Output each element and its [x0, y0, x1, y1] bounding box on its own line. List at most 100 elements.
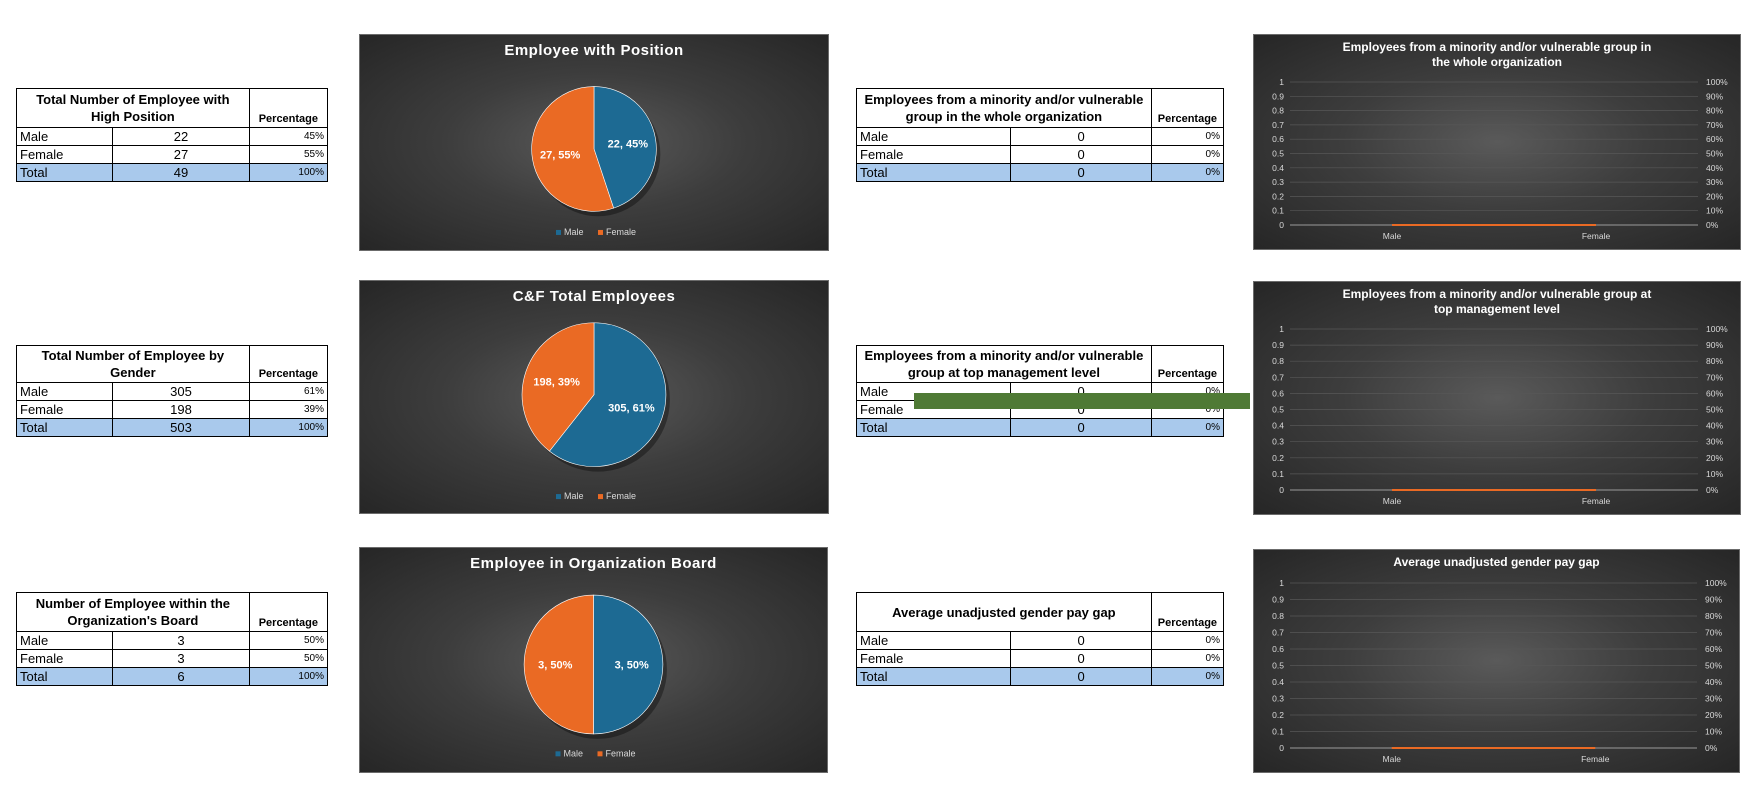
- y-tick-label: 0.3: [1272, 694, 1284, 704]
- y-tick-label: 0.5: [1272, 661, 1284, 671]
- y2-tick-label: 0%: [1706, 485, 1719, 495]
- y-tick-label: 0.9: [1272, 340, 1284, 350]
- y2-tick-label: 40%: [1706, 421, 1723, 431]
- legend-swatch: [556, 229, 561, 235]
- y2-tick-label: 20%: [1706, 453, 1723, 463]
- x-tick-label: Male: [1383, 754, 1402, 764]
- row-label: Total: [15, 667, 114, 686]
- chart-title-line: the whole organization: [1432, 55, 1562, 69]
- row-value: 27: [112, 145, 250, 164]
- pie-slice-female: [523, 594, 594, 735]
- legend-swatch: [555, 751, 561, 757]
- row-value: 0: [1010, 127, 1152, 146]
- chart-svg: Employee in Organization Board 3, 50% 3, 5…: [470, 555, 717, 758]
- row-label: Female: [855, 649, 1012, 668]
- y-tick-label: 0.2: [1272, 191, 1284, 201]
- chart-svg: Employees from a minority and/or vulnera…: [1272, 287, 1728, 506]
- percentage-header: Percentage: [248, 592, 329, 632]
- y2-tick-label: 100%: [1706, 324, 1728, 334]
- row-pct: 50%: [248, 649, 329, 668]
- row-pct: 50%: [248, 631, 329, 650]
- y-tick-label: 1: [1279, 77, 1284, 87]
- x-tick-label: Male: [1383, 231, 1402, 241]
- row-label: Female: [15, 649, 114, 668]
- percentage-header: Percentage: [248, 345, 329, 383]
- row-label: Male: [15, 127, 114, 146]
- row-value: 22: [112, 127, 250, 146]
- legend-swatch: [597, 751, 603, 757]
- y-tick-label: 0.5: [1272, 405, 1284, 415]
- legend-label: Female: [606, 491, 636, 501]
- y2-tick-label: 90%: [1706, 91, 1723, 101]
- y2-tick-label: 100%: [1706, 77, 1728, 87]
- row-pct: 0%: [1150, 418, 1225, 437]
- y-tick-label: 0.9: [1272, 91, 1284, 101]
- y2-tick-label: 60%: [1706, 134, 1723, 144]
- row-label: Female: [855, 145, 1012, 164]
- chart-title-line: top management level: [1434, 302, 1560, 316]
- data-label: 22, 45%: [608, 138, 649, 150]
- chart-title: Average unadjusted gender pay gap: [1393, 555, 1599, 569]
- y2-tick-label: 80%: [1705, 611, 1722, 621]
- y2-tick-label: 0%: [1706, 220, 1719, 230]
- y2-tick-label: 30%: [1706, 177, 1723, 187]
- data-label: 305, 61%: [608, 403, 655, 415]
- chart-minority-organization: Employees from a minority and/or vulnera…: [1253, 34, 1741, 250]
- row-pct: 100%: [248, 667, 329, 686]
- row-pct: 0%: [1150, 163, 1225, 182]
- legend-swatch: [598, 494, 603, 500]
- legend-label: Male: [564, 748, 584, 758]
- y2-tick-label: 10%: [1705, 727, 1722, 737]
- chart-employee-with-position: Employee with Position 22, 45% 27, 55% Male…: [359, 34, 829, 251]
- y-tick-label: 0.4: [1272, 421, 1284, 431]
- selection-marker: [914, 393, 1250, 409]
- row-value: 0: [1010, 649, 1152, 668]
- legend-swatch: [556, 494, 561, 500]
- row-pct: 45%: [248, 127, 329, 146]
- y-tick-label: 0.2: [1272, 710, 1284, 720]
- y2-tick-label: 60%: [1705, 644, 1722, 654]
- y-tick-label: 0.8: [1272, 611, 1284, 621]
- row-value: 3: [112, 649, 250, 668]
- y2-tick-label: 70%: [1706, 372, 1723, 382]
- row-pct: 39%: [248, 400, 329, 419]
- row-pct: 0%: [1150, 145, 1225, 164]
- chart-title-line: Employees from a minority and/or vulnera…: [1343, 287, 1652, 301]
- pie-slice-male: [593, 594, 664, 735]
- y2-tick-label: 20%: [1706, 191, 1723, 201]
- table-title: Total Number of Employee with High Posit…: [16, 88, 250, 128]
- row-value: 0: [1010, 631, 1152, 650]
- row-pct: 0%: [1150, 667, 1225, 686]
- y2-tick-label: 0%: [1705, 743, 1718, 753]
- y-tick-label: 0.7: [1272, 372, 1284, 382]
- table-pay-gap: Average unadjusted gender pay gap Percen…: [855, 592, 1225, 686]
- pie-slice-male: [593, 86, 657, 209]
- y-tick-label: 0.5: [1272, 149, 1284, 159]
- chart-title: Employee with Position: [504, 42, 683, 59]
- pie-slice-female: [531, 86, 615, 212]
- table-gender: Total Number of Employee by Gender Perce…: [15, 345, 329, 437]
- y-tick-label: 0.3: [1272, 437, 1284, 447]
- chart-pay-gap: Average unadjusted gender pay gap 0 0% 0.1 1…: [1253, 549, 1740, 773]
- row-label: Male: [855, 127, 1012, 146]
- x-tick-label: Female: [1582, 231, 1611, 241]
- chart-cf-total-employees: C&F Total Employees 305, 61% 198, 39% Male F…: [359, 280, 829, 514]
- chart-title: Employee in Organization Board: [470, 555, 717, 572]
- legend-swatch: [598, 229, 603, 235]
- y-tick-label: 0.1: [1272, 206, 1284, 216]
- row-value: 198: [112, 400, 250, 419]
- percentage-header: Percentage: [1150, 592, 1225, 632]
- y-tick-label: 1: [1279, 324, 1284, 334]
- data-label: 3, 50%: [538, 659, 572, 671]
- y-tick-label: 0: [1279, 743, 1284, 753]
- y2-tick-label: 60%: [1706, 388, 1723, 398]
- pie-slice-male: [549, 322, 667, 467]
- y-tick-label: 0.6: [1272, 644, 1284, 654]
- row-pct: 61%: [248, 382, 329, 401]
- y2-tick-label: 50%: [1706, 405, 1723, 415]
- row-value: 305: [112, 382, 250, 401]
- row-value: 0: [1010, 667, 1152, 686]
- x-tick-label: Male: [1383, 496, 1402, 506]
- row-value: 0: [1010, 145, 1152, 164]
- x-tick-label: Female: [1581, 754, 1610, 764]
